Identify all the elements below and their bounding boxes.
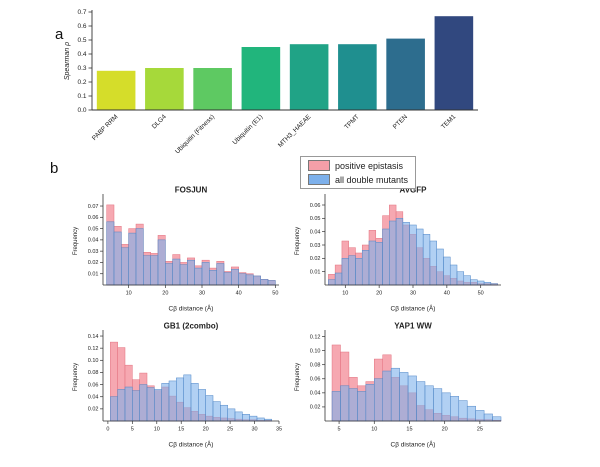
svg-text:0.0: 0.0 bbox=[77, 107, 86, 114]
svg-text:25: 25 bbox=[227, 427, 233, 433]
svg-text:20: 20 bbox=[376, 291, 382, 297]
svg-text:0.08: 0.08 bbox=[88, 370, 99, 376]
svg-text:0.04: 0.04 bbox=[310, 391, 321, 397]
svg-text:Frequency: Frequency bbox=[295, 363, 301, 391]
legend-label-positive-epistasis: positive epistasis bbox=[335, 160, 404, 171]
svg-text:Frequency: Frequency bbox=[73, 363, 79, 391]
spearman-bar-chart: 0.0 0.1 0.2 0.3 0.4 0.5 0.6 0.7 PABP RRM DLG4 Ubiq… bbox=[64, 9, 478, 155]
svg-text:Frequency: Frequency bbox=[73, 227, 79, 255]
svg-text:0.02: 0.02 bbox=[310, 256, 321, 262]
svg-text:0.06: 0.06 bbox=[310, 203, 321, 209]
panel-a-label: a bbox=[55, 26, 64, 43]
svg-text:0.03: 0.03 bbox=[310, 243, 321, 249]
svg-text:30: 30 bbox=[410, 291, 416, 297]
svg-text:0.05: 0.05 bbox=[310, 216, 321, 222]
svg-text:FOSJUN: FOSJUN bbox=[175, 186, 208, 195]
svg-text:0.6: 0.6 bbox=[77, 23, 86, 30]
svg-text:Cβ distance (Å): Cβ distance (Å) bbox=[391, 304, 436, 313]
svg-text:Ubiquitin (Fitness): Ubiquitin (Fitness) bbox=[174, 113, 216, 155]
svg-text:Spearman ρ: Spearman ρ bbox=[64, 42, 71, 80]
svg-text:0.05: 0.05 bbox=[88, 226, 99, 232]
svg-text:0.10: 0.10 bbox=[88, 358, 99, 364]
svg-text:0.3: 0.3 bbox=[77, 65, 86, 72]
legend: positive epistasis all double mutants bbox=[300, 156, 417, 189]
svg-text:0.12: 0.12 bbox=[310, 334, 321, 340]
svg-text:0: 0 bbox=[106, 427, 109, 433]
svg-text:15: 15 bbox=[406, 427, 412, 433]
svg-text:0.04: 0.04 bbox=[310, 229, 321, 235]
svg-text:GB1 (2combo): GB1 (2combo) bbox=[164, 322, 219, 331]
svg-text:35: 35 bbox=[276, 427, 282, 433]
legend-label-all-double-mutants: all double mutants bbox=[335, 174, 409, 185]
svg-text:0.06: 0.06 bbox=[88, 215, 99, 221]
svg-text:0.04: 0.04 bbox=[88, 238, 99, 244]
svg-text:0.2: 0.2 bbox=[77, 79, 86, 86]
svg-text:30: 30 bbox=[199, 291, 205, 297]
histogram-yap1-ww: 5 10 15 20 25 0.02 0.04 0.06 0.08 0.10 0.12 YAP1 WW… bbox=[295, 322, 502, 449]
svg-text:0.02: 0.02 bbox=[88, 260, 99, 266]
svg-text:Ubiquitin (E1): Ubiquitin (E1) bbox=[231, 113, 264, 146]
svg-text:YAP1 WW: YAP1 WW bbox=[394, 322, 432, 331]
svg-text:10: 10 bbox=[126, 291, 132, 297]
svg-text:0.12: 0.12 bbox=[88, 346, 99, 352]
svg-text:0.4: 0.4 bbox=[77, 51, 86, 58]
svg-text:TEM1: TEM1 bbox=[440, 113, 457, 130]
svg-text:20: 20 bbox=[442, 427, 448, 433]
svg-text:AVGFP: AVGFP bbox=[400, 186, 428, 195]
svg-text:50: 50 bbox=[272, 291, 278, 297]
svg-text:0.14: 0.14 bbox=[88, 334, 99, 340]
svg-text:Cβ distance (Å): Cβ distance (Å) bbox=[169, 304, 214, 313]
svg-text:10: 10 bbox=[154, 427, 160, 433]
svg-text:0.1: 0.1 bbox=[77, 93, 86, 100]
svg-text:0.01: 0.01 bbox=[88, 272, 99, 278]
legend-item-all-double-mutants: all double mutants bbox=[308, 174, 408, 185]
svg-text:0.04: 0.04 bbox=[88, 395, 99, 401]
svg-text:10: 10 bbox=[371, 427, 377, 433]
svg-text:0.08: 0.08 bbox=[310, 362, 321, 368]
svg-text:50: 50 bbox=[478, 291, 484, 297]
svg-text:PABP RRM: PABP RRM bbox=[91, 113, 120, 142]
svg-text:20: 20 bbox=[162, 291, 168, 297]
svg-text:0.07: 0.07 bbox=[88, 204, 99, 210]
svg-text:MTH3_HAEAE: MTH3_HAEAE bbox=[277, 113, 313, 149]
all-double-mutants-swatch bbox=[308, 174, 330, 185]
histogram-avgfp: 10 20 30 40 50 0.01 0.02 0.03 0.04 0.05 0.06 AVGFP C… bbox=[295, 186, 501, 313]
svg-text:0.10: 0.10 bbox=[310, 348, 321, 354]
svg-text:20: 20 bbox=[203, 427, 209, 433]
svg-text:25: 25 bbox=[477, 427, 483, 433]
svg-text:0.01: 0.01 bbox=[310, 269, 321, 275]
svg-text:40: 40 bbox=[444, 291, 450, 297]
svg-text:0.06: 0.06 bbox=[310, 377, 321, 383]
svg-text:Cβ distance (Å): Cβ distance (Å) bbox=[391, 440, 436, 449]
panel-b-label: b bbox=[50, 160, 59, 177]
legend-item-positive-epistasis: positive epistasis bbox=[308, 160, 408, 171]
positive-epistasis-swatch bbox=[308, 160, 330, 171]
svg-text:Cβ distance (Å): Cβ distance (Å) bbox=[169, 440, 214, 449]
svg-text:30: 30 bbox=[251, 427, 257, 433]
svg-text:Frequency: Frequency bbox=[295, 227, 301, 255]
svg-text:DLG4: DLG4 bbox=[151, 113, 168, 130]
svg-text:15: 15 bbox=[178, 427, 184, 433]
svg-text:40: 40 bbox=[236, 291, 242, 297]
histogram-fosjun: 10 20 30 40 50 0.01 0.02 0.03 0.04 0.05 0.06 0.07 FO… bbox=[73, 186, 279, 313]
svg-text:5: 5 bbox=[338, 427, 341, 433]
svg-text:10: 10 bbox=[342, 291, 348, 297]
svg-text:0.02: 0.02 bbox=[88, 407, 99, 413]
svg-text:0.02: 0.02 bbox=[310, 405, 321, 411]
svg-text:0.06: 0.06 bbox=[88, 382, 99, 388]
svg-text:TPMT: TPMT bbox=[343, 113, 360, 130]
svg-text:0.03: 0.03 bbox=[88, 249, 99, 255]
svg-text:5: 5 bbox=[131, 427, 134, 433]
svg-text:0.7: 0.7 bbox=[77, 9, 86, 16]
svg-text:PTEN: PTEN bbox=[392, 113, 409, 130]
histogram-gb1-2combo: 0 5 10 15 20 25 30 35 0.02 0.04 0.06 0.08 0.10 0.12 0.… bbox=[73, 322, 282, 449]
svg-text:0.5: 0.5 bbox=[77, 37, 86, 44]
